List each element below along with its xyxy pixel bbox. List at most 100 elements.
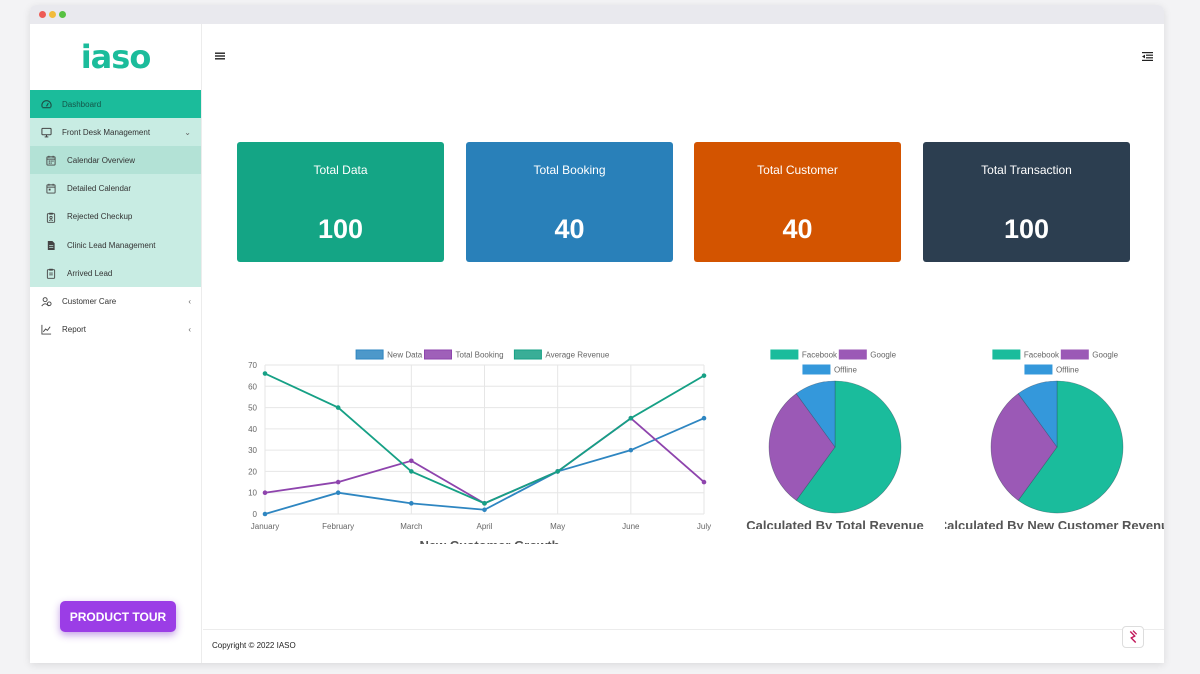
maximize-window-dot[interactable]: [59, 11, 66, 18]
clipboard-icon: [46, 268, 56, 279]
pie-slice: [1017, 380, 1058, 448]
chevron-left-icon: ‹: [188, 324, 191, 334]
stat-card-title: Total Data: [313, 163, 368, 177]
total-revenue-pie-chart: Facebook Google Offline Calculated By Total…: [746, 349, 924, 529]
y-tick-label: 0: [253, 510, 258, 519]
data-point: [482, 507, 487, 513]
x-tick-label: April: [476, 522, 492, 531]
minimize-window-dot[interactable]: [49, 11, 56, 18]
stat-card-value: 100: [1003, 214, 1050, 244]
help-widget-icon[interactable]: [1122, 626, 1144, 648]
stat-card-value: 40: [554, 214, 585, 244]
legend-swatch: [355, 349, 384, 360]
data-point: [482, 501, 487, 506]
stat-card-value: 40: [782, 214, 813, 244]
pie-slice: [795, 380, 836, 448]
chart-title: Calculated By New Customer Revenue: [945, 518, 1164, 529]
browser-window: iaso Dashboard Front Desk Management ⌄ C…: [30, 5, 1164, 663]
data-point: [409, 458, 414, 464]
legend-swatch: [992, 349, 1021, 360]
legend-label: Facebook: [802, 351, 838, 360]
close-window-dot[interactable]: [39, 11, 46, 18]
sidebar-item-customer-care[interactable]: Customer Care ‹: [30, 287, 201, 315]
document-icon: [47, 240, 55, 250]
legend-swatch: [1060, 349, 1089, 360]
x-tick-label: March: [400, 522, 422, 531]
sidebar-subitem-label: Clinic Lead Management: [67, 240, 156, 250]
sidebar-subitem-label: Arrived Lead: [67, 268, 113, 278]
app-logo[interactable]: iaso: [30, 24, 201, 90]
hamburger-menu-icon[interactable]: [215, 51, 225, 61]
stat-card-total-customer[interactable]: Total Customer 40: [694, 142, 901, 262]
x-tick-label: July: [697, 522, 711, 531]
legend-swatch: [802, 364, 831, 375]
stat-card-total-booking[interactable]: Total Booking 40: [466, 142, 673, 262]
data-point: [628, 415, 634, 421]
stat-card-title: Total Booking: [533, 163, 606, 177]
stat-card-total-data[interactable]: Total Data 100: [237, 142, 444, 262]
sidebar-subitem-calendar-overview[interactable]: Calendar Overview: [30, 146, 201, 175]
legend-label: Total Booking: [456, 351, 504, 360]
logo-text: iaso: [80, 38, 152, 76]
users-icon: [41, 297, 52, 307]
footer: Copyright © 2022 IASO: [203, 629, 1164, 663]
y-tick-label: 30: [248, 446, 257, 455]
legend-label: Offline: [834, 366, 858, 375]
data-point: [262, 371, 268, 376]
pie-slice: [768, 393, 836, 501]
stat-card-total-transaction[interactable]: Total Transaction 100: [923, 142, 1130, 262]
sidebar-subitem-label: Detailed Calendar: [67, 183, 132, 193]
monitor-icon: [41, 127, 52, 138]
data-point: [555, 469, 560, 474]
sidebar-item-front-desk-management[interactable]: Front Desk Management ⌄: [30, 118, 201, 146]
data-point: [701, 415, 707, 421]
sidebar-subitem-clinic-lead-management[interactable]: Clinic Lead Management: [30, 231, 201, 259]
chart-line-icon: [41, 325, 52, 336]
chart-title: New Customer Growth: [419, 538, 559, 544]
right-sidebar-toggle-icon[interactable]: [1142, 51, 1153, 62]
sidebar-subitem-detailed-calendar[interactable]: Detailed Calendar: [30, 174, 201, 202]
sidebar-item-label: Dashboard: [62, 99, 102, 109]
y-tick-label: 50: [248, 404, 257, 413]
legend-swatch: [838, 349, 867, 360]
sidebar-subitem-rejected-checkup[interactable]: Rejected Checkup: [30, 203, 201, 231]
window-titlebar: [30, 5, 1164, 24]
legend-label: Average Revenue: [545, 351, 609, 360]
sidebar-item-label: Front Desk Management: [62, 127, 151, 137]
data-point: [335, 490, 341, 496]
x-tick-label: February: [322, 522, 354, 531]
x-tick-label: May: [550, 522, 565, 531]
data-point: [409, 501, 414, 506]
legend-label: Google: [870, 351, 896, 360]
legend-swatch: [424, 349, 452, 360]
stat-card-title: Total Customer: [757, 163, 838, 177]
x-tick-label: June: [622, 522, 640, 531]
data-point: [409, 469, 414, 474]
sidebar-item-dashboard[interactable]: Dashboard: [30, 90, 201, 118]
x-tick-label: January: [251, 522, 279, 531]
y-tick-label: 40: [248, 425, 257, 434]
chevron-left-icon: ‹: [188, 296, 191, 306]
y-tick-label: 20: [248, 467, 257, 476]
front-desk-submenu: Calendar Overview Detailed Calendar Reje…: [30, 146, 201, 288]
stat-card-title: Total Transaction: [981, 163, 1072, 177]
dashboard-icon: [41, 100, 52, 109]
legend-swatch: [770, 349, 799, 360]
legend-label: Offline: [1056, 366, 1080, 375]
product-tour-button[interactable]: PRODUCT TOUR: [60, 601, 176, 632]
sidebar-subitem-label: Rejected Checkup: [67, 212, 133, 222]
clipboard-icon: [46, 212, 56, 223]
sidebar-subitem-label: Calendar Overview: [67, 155, 136, 165]
new-customer-growth-chart: 0 10 20 30 40 50 60 70 January February March April…: [248, 349, 711, 544]
legend-label: New Data: [387, 351, 423, 360]
chart-title: Calculated By Total Revenue: [746, 518, 923, 529]
pie-slice: [1017, 380, 1124, 514]
stat-card-value: 100: [317, 214, 364, 244]
data-point: [628, 447, 634, 453]
legend-label: Google: [1092, 351, 1118, 360]
legend-swatch: [513, 349, 542, 360]
sidebar-subitem-arrived-lead[interactable]: Arrived Lead: [30, 259, 201, 287]
sidebar-item-report[interactable]: Report ‹: [30, 315, 201, 343]
legend-swatch: [1024, 364, 1053, 375]
data-point: [335, 479, 341, 485]
